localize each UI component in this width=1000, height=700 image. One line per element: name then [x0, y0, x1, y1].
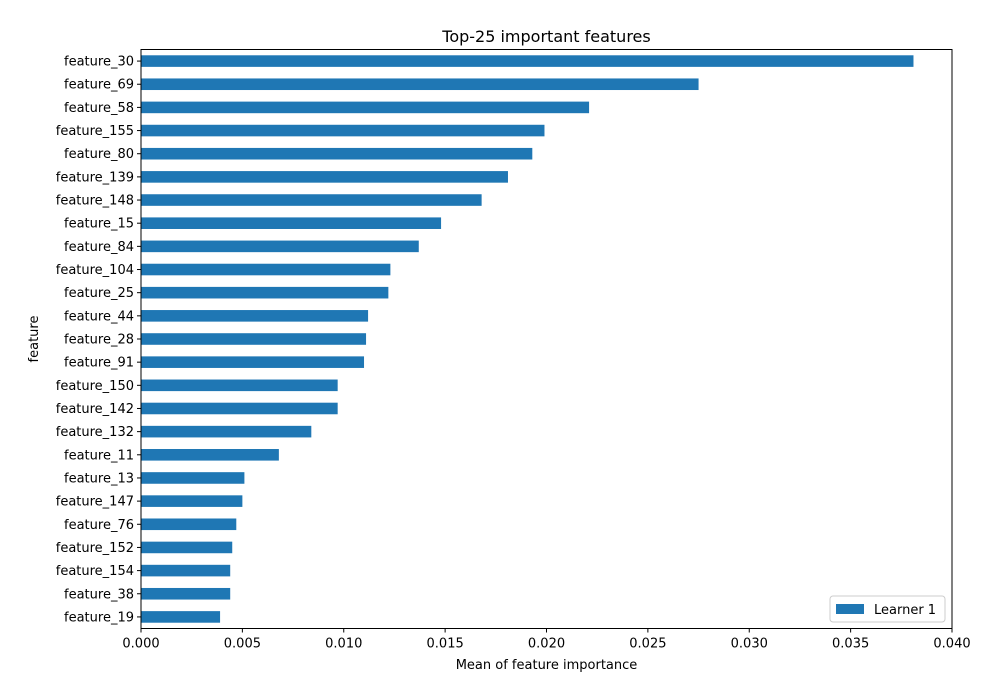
x-tick-label: 0.035: [832, 637, 869, 652]
plot-area-frame: [140, 49, 953, 629]
y-tick-label: feature_139: [56, 170, 134, 185]
bar-feature-15: [141, 217, 442, 229]
bar-feature-38: [141, 587, 231, 600]
bar-feature-142: [141, 402, 338, 415]
y-tick-label: feature_25: [64, 286, 134, 301]
y-tick-label: feature_152: [56, 541, 134, 556]
bar-feature-152: [141, 541, 233, 554]
y-tick-label: feature_11: [64, 448, 134, 463]
legend-label: Learner 1: [874, 603, 936, 618]
y-tick-label: feature_147: [56, 495, 134, 510]
bar-feature-139: [141, 171, 508, 183]
x-tick-label: 0.030: [731, 637, 768, 652]
bar-feature-19: [141, 611, 221, 623]
y-tick-label: feature_58: [64, 101, 134, 116]
chart-title: Top-25 important features: [441, 27, 650, 46]
y-axis-title: feature: [27, 316, 42, 363]
bar-feature-148: [141, 194, 482, 206]
bar-feature-80: [141, 147, 533, 160]
y-tick-label: feature_76: [64, 518, 134, 533]
y-tick-label: feature_155: [56, 124, 134, 139]
y-tick-label: feature_44: [64, 309, 134, 324]
bar-feature-11: [141, 449, 279, 461]
legend-frame: [829, 595, 946, 623]
bar-feature-13: [141, 472, 245, 484]
bar-feature-91: [141, 356, 365, 368]
x-tick-label: 0.025: [629, 637, 666, 652]
x-tick-label: 0.040: [933, 637, 970, 652]
bar-feature-30: [141, 55, 914, 67]
y-tick-label: feature_132: [56, 425, 134, 440]
bar-feature-150: [141, 379, 338, 392]
x-tick-label: 0.015: [427, 637, 464, 652]
bar-feature-44: [141, 310, 369, 322]
bar-feature-69: [141, 78, 699, 91]
bar-feature-154: [141, 564, 231, 577]
y-tick-label: feature_15: [64, 217, 134, 232]
y-tick-label: feature_104: [56, 263, 134, 278]
bar-feature-76: [141, 518, 237, 531]
y-tick-label: feature_154: [56, 564, 134, 579]
y-tick-label: feature_150: [56, 379, 134, 394]
x-tick-label: 0.010: [325, 637, 362, 652]
y-axis-ticks: feature_30 feature_69 feature_58 feature_15…: [56, 55, 141, 625]
bar-feature-147: [141, 495, 243, 507]
x-tick-label: 0.005: [224, 637, 261, 652]
legend-swatch: [836, 604, 864, 614]
y-tick-label: feature_13: [64, 471, 134, 486]
bar-feature-104: [141, 263, 391, 276]
legend: Learner 1: [829, 595, 946, 623]
bar-feature-25: [141, 286, 389, 299]
y-tick-label: feature_148: [56, 194, 134, 209]
x-tick-label: 0.020: [528, 637, 565, 652]
y-tick-label: feature_80: [64, 147, 134, 162]
bar-feature-58: [141, 101, 590, 114]
x-axis-ticks: 0.000 0.005 0.010 0.015 0.020 0.025 0.030 0.035…: [122, 628, 971, 652]
x-tick-label: 0.000: [122, 637, 159, 652]
y-tick-label: feature_142: [56, 402, 134, 417]
y-tick-label: feature_28: [64, 333, 134, 348]
bar-feature-132: [141, 425, 312, 438]
y-tick-label: feature_91: [64, 356, 134, 371]
x-axis-title: Mean of feature importance: [456, 658, 638, 673]
y-tick-label: feature_38: [64, 587, 134, 602]
y-tick-label: feature_30: [64, 55, 134, 70]
bar-feature-84: [141, 240, 419, 253]
y-tick-label: feature_19: [64, 610, 134, 625]
y-tick-label: feature_69: [64, 78, 134, 93]
y-tick-label: feature_84: [64, 240, 134, 255]
bars-group: [141, 55, 914, 623]
bar-feature-28: [141, 333, 367, 345]
bar-feature-155: [141, 124, 545, 137]
